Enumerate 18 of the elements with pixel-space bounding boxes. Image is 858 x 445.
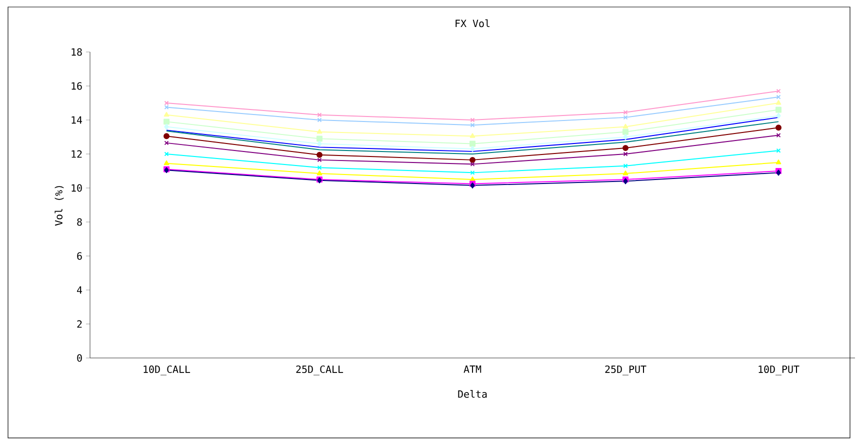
y-tick-label: 12 — [72, 150, 82, 158]
y-tick-label: 8 — [77, 218, 82, 226]
x-tick-label: 10D_PUT — [758, 365, 800, 376]
y-tick-label: 6 — [77, 252, 82, 260]
x-tick-label: 25D_PUT — [605, 365, 646, 376]
y-tick-label: 16 — [72, 82, 82, 90]
y-tick-label: 14 — [72, 116, 82, 124]
y-tick-label: 18 — [72, 48, 82, 56]
y-tick-label: 2 — [77, 320, 82, 328]
y-tick-label: 10 — [72, 184, 82, 192]
y-axis-title: Vol (%) — [54, 186, 64, 226]
y-tick-label: 4 — [77, 286, 82, 294]
y-tick-label: 0 — [77, 354, 82, 362]
x-tick-label: 10D_CALL — [144, 365, 190, 376]
x-tick-label: 25D_CALL — [296, 365, 344, 376]
x-tick-label: ATM — [464, 365, 482, 373]
chart-title: FX Vol — [456, 19, 490, 28]
x-axis-title: Delta — [458, 390, 487, 398]
